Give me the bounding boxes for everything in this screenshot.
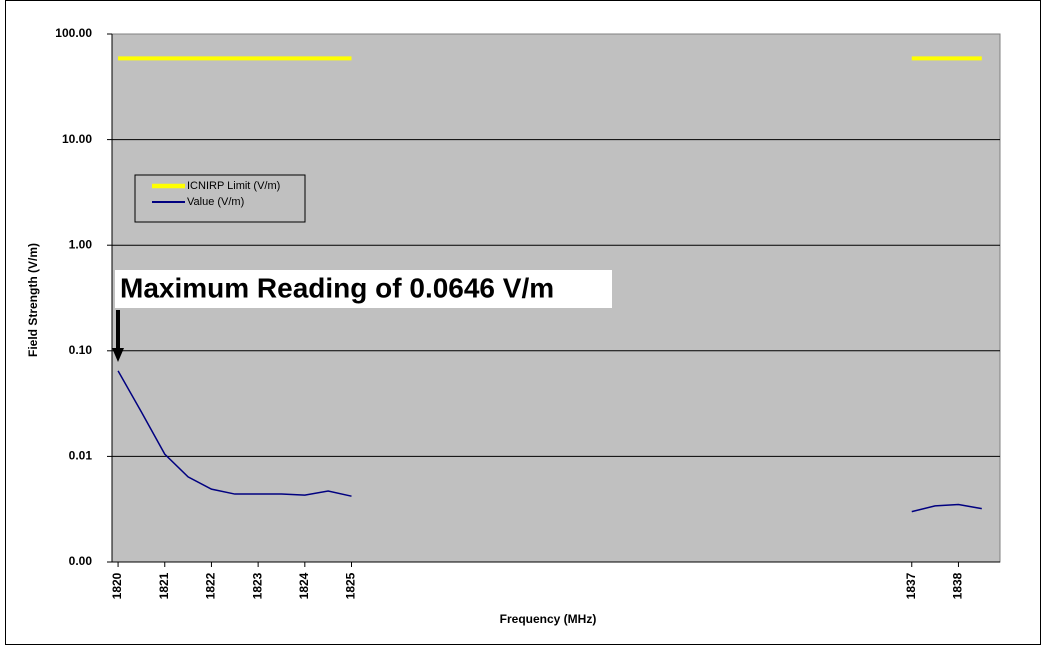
- y-tick-label: 100.00: [55, 26, 92, 40]
- x-tick-label: 1821: [157, 572, 171, 599]
- arrow-head: [112, 348, 124, 362]
- x-axis-title: Frequency (MHz): [500, 612, 597, 626]
- legend-box: [134, 174, 306, 223]
- y-tick-label: 10.00: [62, 132, 92, 146]
- y-tick-label: 0.01: [69, 449, 93, 463]
- annotation: Maximum Reading of 0.0646 V/m: [120, 272, 554, 303]
- x-tick-label: 1820: [110, 572, 124, 599]
- x-tick-label: 1825: [344, 572, 358, 599]
- x-tick-label: 1838: [951, 572, 965, 599]
- y-axis-title: Field Strength (V/m): [26, 243, 40, 357]
- series-line: [117, 370, 982, 513]
- marks: [112, 56, 1000, 513]
- legend-label: ICNIRP Limit (V/m): [187, 180, 280, 192]
- y-tick-label: 1.00: [69, 237, 93, 251]
- y-tick-label: 0.10: [69, 343, 93, 357]
- x-tick-label: 1824: [297, 572, 311, 599]
- x-tick-label: 1837: [904, 572, 918, 599]
- y-tick-label: 0.00: [69, 554, 93, 568]
- legend-label: Value (V/m): [187, 196, 244, 208]
- x-tick-label: 1822: [204, 572, 218, 599]
- x-tick-label: 1823: [250, 572, 264, 599]
- annotation-box: [115, 270, 612, 308]
- legend: ICNIRP Limit (V/m) Value (V/m): [152, 180, 280, 208]
